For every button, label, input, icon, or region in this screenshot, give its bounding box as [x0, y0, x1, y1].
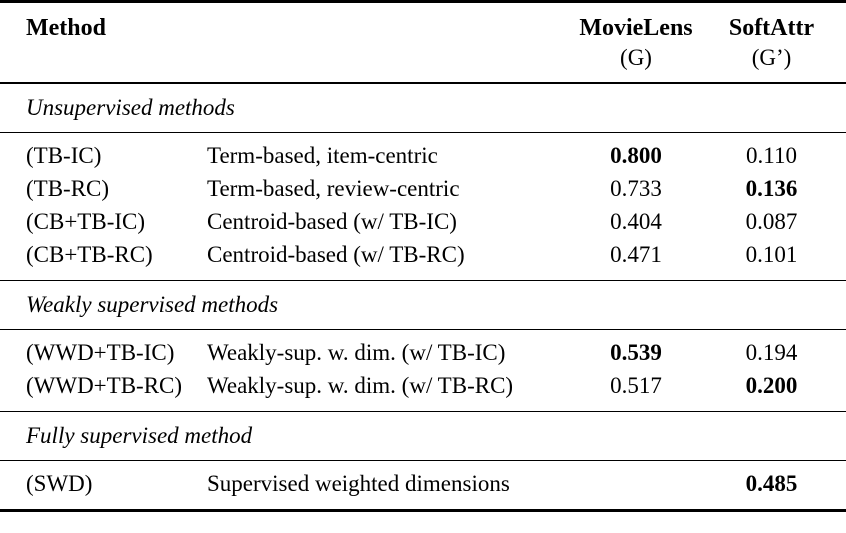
section-rule-divider	[0, 132, 846, 133]
movielens-value: 0.404	[610, 209, 662, 234]
section-body-fully-supervised: (SWD) Supervised weighted dimensions 0.4…	[0, 461, 846, 509]
section-title-fully-supervised: Fully supervised method	[26, 423, 253, 448]
top-rule-divider	[0, 0, 846, 3]
method-code: (CB+TB-IC)	[26, 209, 146, 234]
method-code: (WWD+TB-IC)	[26, 340, 175, 365]
table-header: Method MovieLens SoftAttr (G) (G’)	[0, 3, 846, 82]
section-title-weakly-supervised: Weakly supervised methods	[26, 292, 279, 317]
softattr-value: 0.200	[745, 373, 798, 398]
header-movielens: MovieLens	[579, 15, 693, 41]
movielens-value: 0.800	[610, 143, 662, 168]
softattr-value: 0.101	[745, 242, 798, 267]
section-body-weakly-supervised: (WWD+TB-IC) Weakly-sup. w. dim. (w/ TB-I…	[0, 330, 846, 411]
table-row: (TB-IC) Term-based, item-centric 0.800 0…	[0, 139, 846, 172]
method-description: Weakly-sup. w. dim. (w/ TB-RC)	[207, 373, 514, 398]
bottom-rule-divider	[0, 509, 846, 512]
softattr-value: 0.194	[745, 340, 798, 365]
softattr-value: 0.087	[745, 209, 798, 234]
header-rule-divider	[0, 82, 846, 84]
subheader-g-prime: (G’)	[751, 45, 792, 70]
method-description: Centroid-based (w/ TB-IC)	[207, 209, 457, 234]
header-method: Method	[26, 15, 106, 41]
section-title-unsupervised: Unsupervised methods	[26, 95, 235, 120]
subheader-g: (G)	[620, 45, 652, 70]
method-code: (TB-IC)	[26, 143, 102, 168]
section-rule-divider	[0, 329, 846, 330]
table-row: (SWD) Supervised weighted dimensions 0.4…	[0, 467, 846, 500]
method-description: Term-based, review-centric	[207, 176, 460, 201]
method-description: Supervised weighted dimensions	[207, 471, 510, 496]
movielens-value: 0.733	[610, 176, 662, 201]
method-description: Centroid-based (w/ TB-RC)	[207, 242, 465, 267]
section-rule-divider	[0, 460, 846, 461]
table-row: (CB+TB-IC) Centroid-based (w/ TB-IC) 0.4…	[0, 205, 846, 238]
method-code: (WWD+TB-RC)	[26, 373, 183, 398]
softattr-value: 0.136	[745, 176, 798, 201]
table-row: (CB+TB-RC) Centroid-based (w/ TB-RC) 0.4…	[0, 238, 846, 271]
method-code: (TB-RC)	[26, 176, 110, 201]
table-row: (WWD+TB-IC) Weakly-sup. w. dim. (w/ TB-I…	[0, 336, 846, 369]
movielens-value: 0.471	[610, 242, 662, 267]
section-body-unsupervised: (TB-IC) Term-based, item-centric 0.800 0…	[0, 133, 846, 280]
movielens-value: 0.517	[610, 373, 662, 398]
section-rule-divider	[0, 411, 846, 412]
method-description: Weakly-sup. w. dim. (w/ TB-IC)	[207, 340, 506, 365]
softattr-value: 0.485	[745, 471, 798, 496]
method-code: (CB+TB-RC)	[26, 242, 153, 267]
header-softattr: SoftAttr	[728, 15, 815, 41]
movielens-value: 0.539	[610, 340, 662, 365]
method-code: (SWD)	[26, 471, 93, 496]
section-rule-divider	[0, 280, 846, 281]
softattr-value: 0.110	[746, 143, 797, 168]
table-row: (WWD+TB-RC) Weakly-sup. w. dim. (w/ TB-R…	[0, 369, 846, 402]
table-row: (TB-RC) Term-based, review-centric 0.733…	[0, 172, 846, 205]
method-description: Term-based, item-centric	[207, 143, 438, 168]
